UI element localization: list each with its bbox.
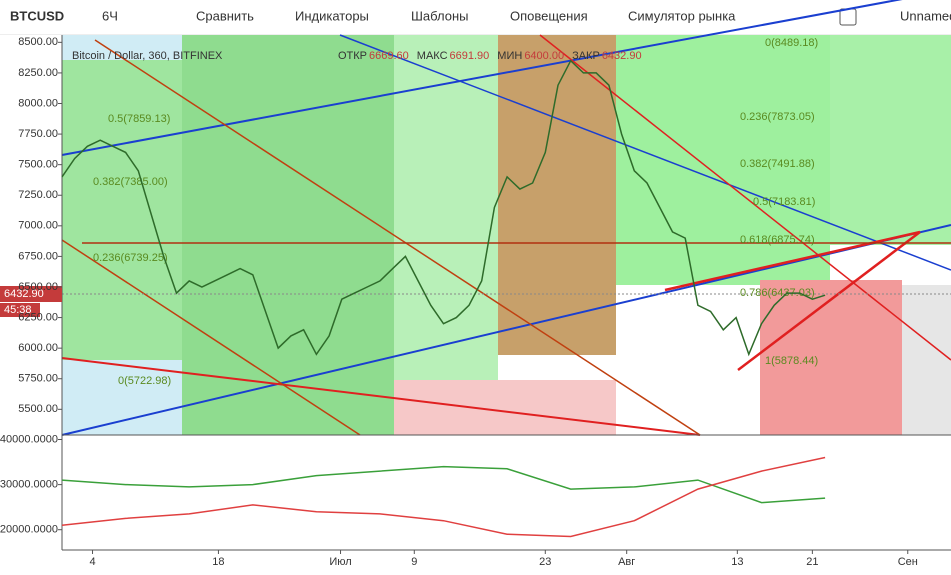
axis-bg xyxy=(0,35,62,570)
legend-label: ЗАКР xyxy=(572,50,600,62)
zone xyxy=(830,35,951,245)
y-tick-label: 7500.00 xyxy=(18,159,58,171)
series-line xyxy=(61,465,826,504)
fib-label: 0.382(7491.88) xyxy=(740,158,815,170)
y-tick-label: 7000.00 xyxy=(18,220,58,232)
x-tick-label: 13 xyxy=(731,556,743,568)
y-tick-label: 7250.00 xyxy=(18,189,58,201)
x-tick-label: Авг xyxy=(618,556,635,568)
trend-line xyxy=(61,357,701,436)
legend-value: 6691.90 xyxy=(450,50,490,62)
legend-title: Bitcoin / Dollar, 360, BITFINEX xyxy=(72,50,223,62)
fib-label: 0.5(7183.81) xyxy=(753,196,815,208)
trend-line xyxy=(94,39,701,436)
layout-name[interactable]: Unnamed xyxy=(900,8,951,23)
legend-label: МАКС xyxy=(417,50,448,62)
trend-line xyxy=(61,239,361,436)
symbol[interactable]: BTCUSD xyxy=(10,8,64,23)
legend-label: ОТКР xyxy=(338,50,367,62)
zone xyxy=(394,380,616,435)
y-tick-label: 5500.00 xyxy=(18,403,58,415)
zone xyxy=(902,285,951,435)
fib-label: 1(5878.44) xyxy=(765,355,818,367)
y-tick-label: 40000.0000 xyxy=(0,433,58,445)
y-tick-label: 6000.00 xyxy=(18,342,58,354)
zone xyxy=(760,280,902,435)
x-tick-label: 23 xyxy=(539,556,551,568)
trend-line xyxy=(539,34,951,361)
y-tick-label: 20000.0000 xyxy=(0,524,58,536)
y-tick-label: 6250.00 xyxy=(18,311,58,323)
timer: 45:38 xyxy=(4,304,32,316)
alerts[interactable]: Оповещения xyxy=(510,8,588,23)
x-tick-label: 21 xyxy=(806,556,818,568)
x-tick-label: Сен xyxy=(898,556,918,568)
legend-value: 6400.00 xyxy=(524,50,564,62)
y-tick-label: 8000.00 xyxy=(18,97,58,109)
legend-fields: ОТКР 6669.60 МАКС 6691.90 МИН 6400.00 ЗАКР 6432… xyxy=(338,50,642,62)
compare[interactable]: Сравнить xyxy=(196,8,254,23)
y-tick-label: 8500.00 xyxy=(18,36,58,48)
series-line xyxy=(61,456,826,538)
interval[interactable]: 6Ч xyxy=(102,8,118,23)
x-tick-label: Июл xyxy=(329,556,351,568)
fib-label: 0.236(6739.25) xyxy=(93,252,168,264)
zone xyxy=(394,35,498,435)
series-line xyxy=(61,59,826,357)
toolbar xyxy=(0,0,951,35)
y-tick-label: 5750.00 xyxy=(18,373,58,385)
zones xyxy=(61,0,951,436)
price-badge-bg xyxy=(0,286,62,302)
fib-label: 0.786(6437.03) xyxy=(740,287,815,299)
templates[interactable]: Шаблоны xyxy=(411,8,469,23)
indicators[interactable]: Индикаторы xyxy=(295,8,369,23)
replay[interactable]: Симулятор рынка xyxy=(628,8,736,23)
x-tick-label: 18 xyxy=(212,556,224,568)
y-tick-label: 6750.00 xyxy=(18,250,58,262)
legend-label: МИН xyxy=(497,50,522,62)
zone xyxy=(62,60,182,360)
price-badge: 6432.90 xyxy=(4,288,44,300)
fib-label: 0.618(6875.74) xyxy=(740,234,815,246)
trend-line xyxy=(737,231,921,371)
x-tick-label: 4 xyxy=(89,556,95,568)
legend-value: 6432.90 xyxy=(602,50,642,62)
fib-label: 0.236(7873.05) xyxy=(740,111,815,123)
fib-label: 0(8489.18) xyxy=(765,37,818,49)
y-tick-label: 7750.00 xyxy=(18,128,58,140)
zone xyxy=(182,35,394,435)
fib-label: 0.382(7385.00) xyxy=(93,176,168,188)
y-tick-label: 8250.00 xyxy=(18,67,58,79)
legend-value: 6669.60 xyxy=(369,50,409,62)
y-tick-label: 30000.0000 xyxy=(0,479,58,491)
fib-label: 0(5722.98) xyxy=(118,375,171,387)
y-tick-label: 6500.00 xyxy=(18,281,58,293)
timer-bg xyxy=(0,303,40,317)
trend-line xyxy=(61,224,951,436)
trend-line xyxy=(664,230,921,292)
trend-line xyxy=(339,34,951,271)
x-tick-label: 9 xyxy=(411,556,417,568)
zone xyxy=(498,35,616,355)
trend-line xyxy=(61,0,903,156)
fib-label: 0.5(7859.13) xyxy=(108,113,170,125)
